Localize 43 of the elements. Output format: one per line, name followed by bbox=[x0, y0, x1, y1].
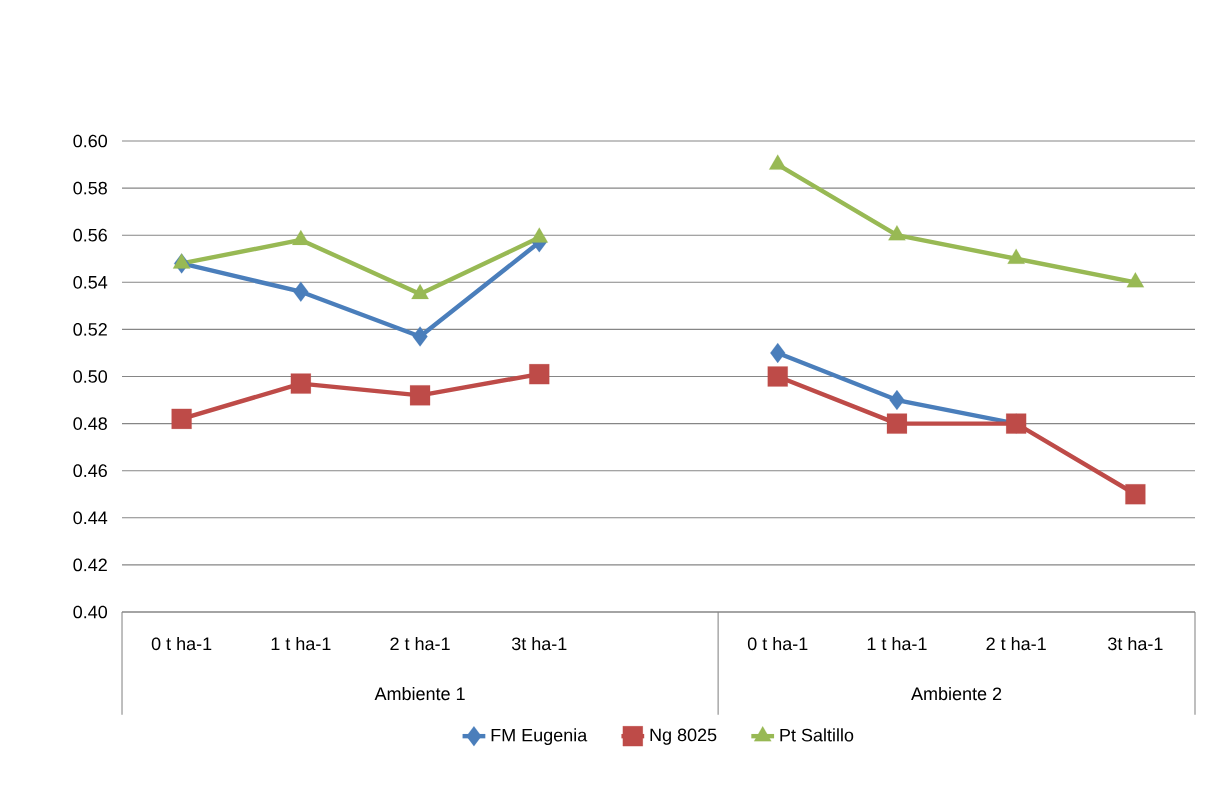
y-tick-label: 0.44 bbox=[73, 511, 108, 525]
legend-label: Pt Saltillo bbox=[780, 728, 854, 742]
point bbox=[888, 225, 906, 241]
y-tick-label: 0.50 bbox=[73, 370, 108, 383]
y-tick-label: 0.54 bbox=[73, 275, 108, 289]
point bbox=[1007, 248, 1025, 264]
y-tick-label: 0.40 bbox=[73, 605, 108, 619]
point bbox=[530, 227, 549, 243]
x-tick-label: 2 t ha-1 bbox=[390, 636, 450, 651]
point bbox=[292, 229, 310, 245]
x-tick-label: 3t ha-1 bbox=[511, 636, 567, 651]
point bbox=[411, 284, 429, 300]
point bbox=[529, 364, 550, 385]
point bbox=[172, 253, 191, 269]
point bbox=[290, 373, 311, 394]
y-tick-label: 0.46 bbox=[73, 464, 107, 478]
x-tick-label: 3t ha-1 bbox=[1108, 636, 1163, 651]
legend-label: FM Eugenia bbox=[491, 728, 588, 746]
point bbox=[171, 408, 192, 429]
x-tick-label: 1 t ha-1 bbox=[271, 636, 331, 651]
x-tick-label: 1 t ha-1 bbox=[867, 636, 927, 651]
point bbox=[770, 342, 786, 364]
y-tick-label: 0.42 bbox=[73, 558, 107, 572]
point bbox=[767, 366, 788, 387]
point bbox=[768, 154, 787, 170]
point bbox=[412, 326, 428, 347]
point bbox=[1126, 272, 1145, 288]
y-tick-label: 0.56 bbox=[73, 228, 107, 242]
legend-label: Ng 8025 bbox=[650, 728, 717, 745]
x-tick-label: 0 t ha-1 bbox=[747, 636, 808, 651]
x-tick-label: 0 t ha-1 bbox=[151, 636, 212, 651]
text: Ambiente 2 bbox=[911, 686, 1002, 701]
y-tick-label: 0.52 bbox=[73, 323, 107, 336]
point bbox=[293, 281, 309, 302]
text: Ambiente 1 bbox=[374, 686, 465, 701]
y-tick-label: 0.48 bbox=[73, 417, 107, 430]
y-tick-label: 0.58 bbox=[73, 181, 107, 195]
y-tick-label: 0.60 bbox=[73, 134, 108, 148]
x-tick-label: 2 t ha-1 bbox=[986, 636, 1046, 651]
point bbox=[409, 385, 431, 406]
point bbox=[889, 389, 905, 411]
point bbox=[886, 413, 908, 434]
point bbox=[1125, 484, 1146, 505]
